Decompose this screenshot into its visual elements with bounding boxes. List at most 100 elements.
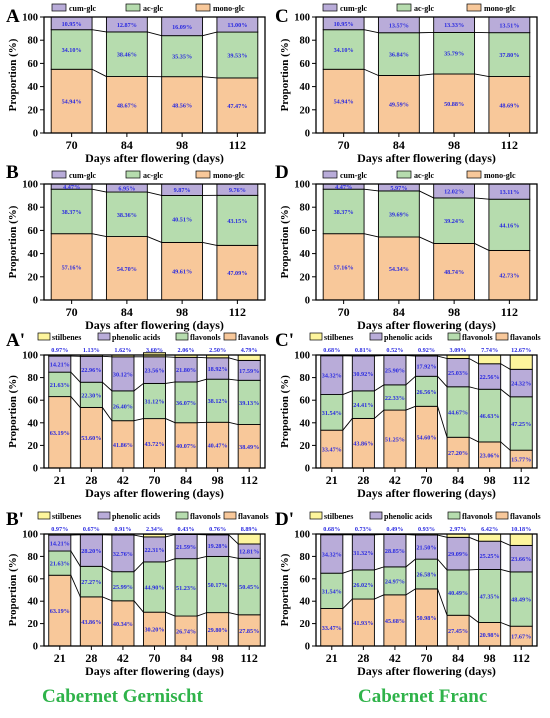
- connector-line: [165, 558, 176, 563]
- data-label: 32.76%: [113, 551, 133, 558]
- x-axis-label: Days after flowering (days): [357, 151, 496, 165]
- data-label: 48.67%: [117, 102, 137, 109]
- bar-segment: [216, 31, 259, 79]
- data-label: 43.86%: [81, 619, 101, 626]
- data-label: 38.37%: [334, 209, 354, 216]
- legend-swatch: [369, 511, 383, 520]
- data-label: 21.63%: [50, 382, 70, 389]
- x-tick-label: 98: [176, 138, 188, 152]
- x-tick-label: 21: [54, 651, 66, 665]
- bar-segment: [216, 244, 259, 301]
- bar-segment: [322, 233, 365, 301]
- x-tick-label: 70: [338, 305, 350, 319]
- y-tick-label: 60: [28, 574, 39, 585]
- legend-swatch: [396, 170, 412, 179]
- data-label: 13.51%: [499, 22, 519, 29]
- legend-swatch: [51, 3, 67, 12]
- legend-label: flavanols: [510, 512, 541, 521]
- connector-line: [133, 534, 144, 538]
- bar-segment: [377, 236, 420, 301]
- x-tick-label: 28: [357, 473, 369, 487]
- connector-line: [437, 406, 448, 438]
- panel-label: C': [275, 330, 294, 351]
- data-label: 40.47%: [208, 443, 228, 450]
- data-label: 0.92%: [418, 347, 435, 354]
- data-label: 50.17%: [208, 582, 228, 589]
- legend-swatch: [175, 511, 189, 520]
- panel-label: C: [275, 6, 289, 27]
- connector-line: [70, 396, 81, 408]
- x-tick-label: 98: [448, 305, 460, 319]
- connector-line: [228, 421, 239, 425]
- connector-line: [474, 243, 490, 251]
- data-label: 45.68%: [385, 618, 405, 625]
- data-label: 63.19%: [50, 608, 70, 615]
- connector-line: [70, 575, 81, 598]
- data-label: 48.74%: [444, 269, 464, 276]
- data-label: 18.92%: [208, 366, 228, 373]
- connector-line: [468, 614, 479, 623]
- chart-panel-1: C 54.94% 34.10% 10.95% 49.59% 36.84% 13.57% 50.…: [275, 3, 538, 165]
- connector-line: [91, 68, 107, 77]
- data-label: 0.91%: [114, 526, 131, 533]
- data-label: 0.97%: [51, 347, 68, 354]
- chart-panel-6: B' 63.19% 21.63% 14.21% 0.97% 43.86% 27.27% 28.…: [6, 509, 269, 678]
- bar-segment: [488, 32, 531, 77]
- connector-line: [500, 441, 511, 451]
- data-label: 33.47%: [322, 625, 342, 632]
- y-axis-label: Proportion (%): [7, 375, 19, 448]
- x-tick-label: 21: [326, 473, 338, 487]
- x-tick-label: 70: [66, 138, 78, 152]
- y-axis-label: Proportion (%): [7, 205, 19, 278]
- bar-segment: [377, 190, 420, 238]
- legend-label: flavonols: [190, 512, 221, 521]
- bar-segment: [322, 68, 365, 134]
- data-label: 7.74%: [481, 347, 498, 354]
- connector-line: [133, 600, 144, 613]
- y-tick-label: 20: [28, 105, 39, 116]
- x-axis-label: Days after flowering (days): [85, 151, 224, 165]
- bar-segment: [50, 233, 93, 301]
- y-tick-label: 20: [28, 441, 39, 452]
- data-label: 54.70%: [117, 266, 137, 273]
- bar-segment: [237, 533, 261, 545]
- connector-line: [165, 381, 176, 384]
- data-label: 30.92%: [353, 371, 373, 378]
- legend-swatch: [447, 332, 461, 341]
- data-label: 0.81%: [355, 347, 372, 354]
- data-label: 35.35%: [172, 54, 192, 61]
- bar-segment: [142, 533, 166, 538]
- data-label: 21.50%: [416, 545, 436, 552]
- legend-label: mono-glc: [484, 4, 516, 13]
- x-tick-label: 112: [513, 473, 530, 487]
- data-label: 4.79%: [241, 347, 258, 354]
- bar-segment: [216, 194, 259, 246]
- connector-line: [165, 418, 176, 424]
- data-label: 39.24%: [444, 218, 464, 225]
- y-tick-label: 20: [300, 272, 311, 283]
- data-label: 53.60%: [81, 435, 101, 442]
- data-label: 36.07%: [176, 400, 196, 407]
- connector-line: [165, 611, 176, 617]
- legend-swatch: [322, 3, 338, 12]
- data-label: 30.20%: [144, 627, 164, 634]
- bar-segment: [105, 76, 148, 134]
- data-label: 19.28%: [208, 543, 228, 550]
- data-label: 43.86%: [353, 441, 373, 448]
- connector-line: [92, 29, 107, 33]
- data-label: 15.77%: [511, 457, 531, 464]
- data-label: 39.53%: [227, 53, 247, 60]
- data-label: 0.52%: [386, 347, 403, 354]
- connector-line: [405, 405, 416, 411]
- y-tick-label: 80: [28, 552, 39, 563]
- x-tick-label: 21: [326, 651, 338, 665]
- y-tick-label: 40: [300, 82, 311, 93]
- data-label: 41.86%: [113, 442, 133, 449]
- legend-swatch: [195, 170, 211, 179]
- connector-line: [363, 68, 379, 76]
- connector-line: [202, 76, 217, 79]
- data-label: 27.20%: [448, 450, 468, 457]
- data-label: 2.06%: [178, 347, 195, 354]
- y-tick-label: 20: [300, 105, 311, 116]
